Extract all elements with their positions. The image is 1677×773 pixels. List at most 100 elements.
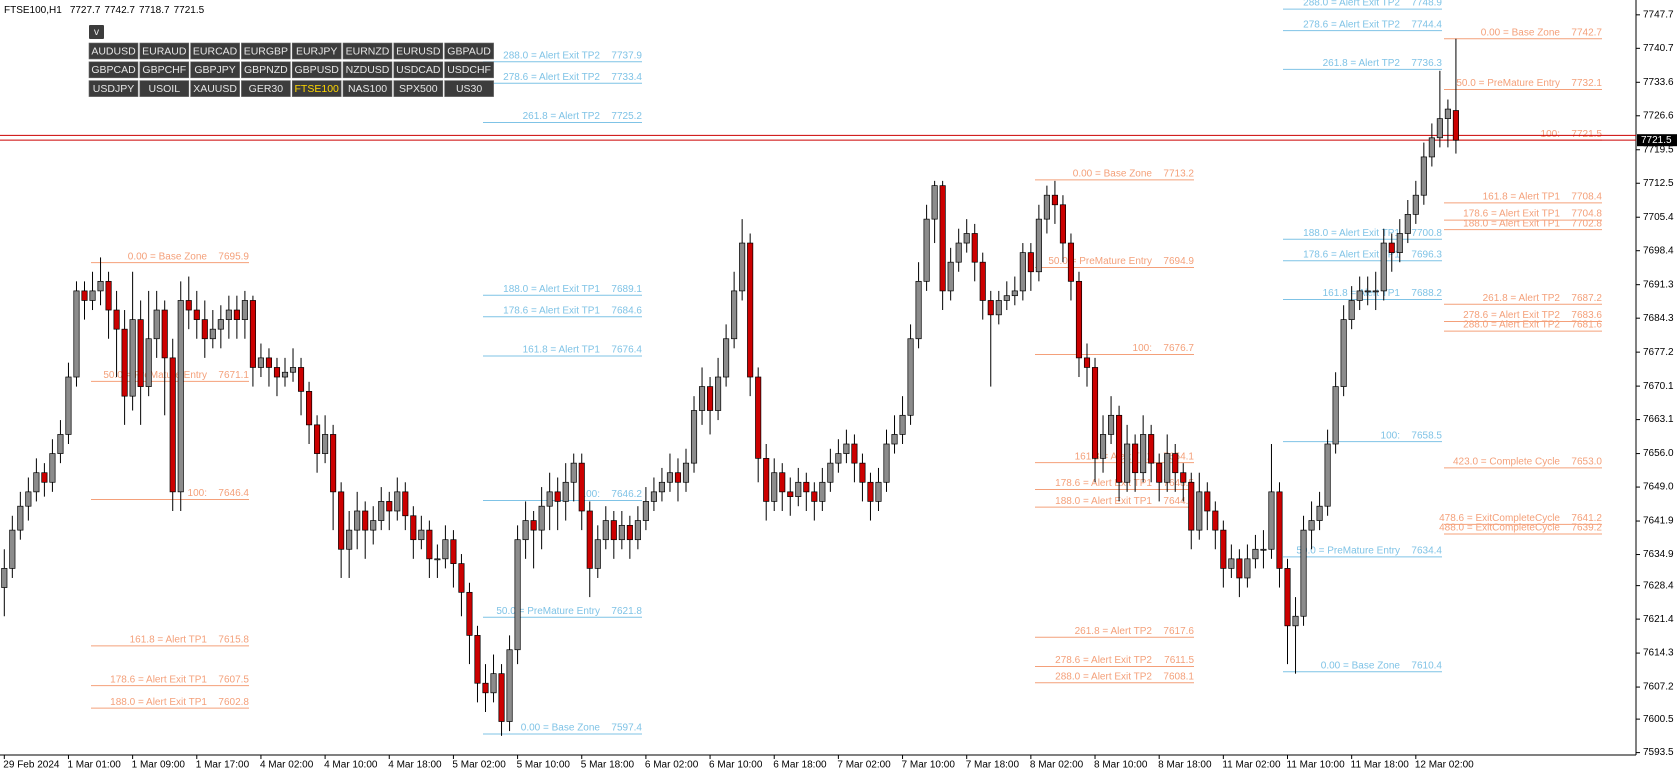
symbol-label[interactable]: EURJPY — [296, 45, 337, 57]
y-tick-label: 7726.6 — [1643, 110, 1674, 121]
symbol-button[interactable] — [139, 80, 190, 97]
symbol-label[interactable]: EURGBP — [244, 45, 288, 57]
candle-body — [410, 515, 417, 541]
candle-body — [434, 558, 441, 561]
symbol-button[interactable] — [291, 80, 342, 97]
symbol-button[interactable] — [241, 42, 291, 60]
symbol-button[interactable] — [241, 80, 291, 97]
symbol-label[interactable]: EURCAD — [193, 45, 238, 57]
level-label: 278.6 = Alert Exit TP2 — [1055, 655, 1152, 666]
candle-body — [1003, 295, 1010, 301]
symbol-button[interactable] — [88, 42, 139, 60]
symbol-label[interactable]: XAUUSD — [193, 83, 237, 95]
candle-body — [1404, 213, 1411, 234]
level-label: 188.0 = Alert Exit TP1 — [110, 697, 207, 708]
symbol-button[interactable] — [190, 80, 240, 97]
y-tick-label: 7641.9 — [1643, 516, 1674, 527]
symbol-button[interactable] — [291, 61, 342, 79]
candle-body — [378, 501, 385, 521]
candle-body — [851, 443, 858, 464]
symbol-button[interactable] — [190, 61, 240, 79]
level-label: 161.8 = Alert TP1 — [130, 635, 208, 646]
level-label: 261.8 = Alert TP2 — [1075, 626, 1153, 637]
candle-body — [763, 458, 770, 502]
symbol-label[interactable]: US30 — [456, 83, 482, 95]
candle-body — [811, 491, 818, 502]
y-tick-label: 7621.4 — [1643, 614, 1674, 625]
candle-body — [1364, 290, 1371, 293]
symbol-label[interactable]: USDCHF — [447, 64, 491, 76]
symbol-label[interactable]: GBPUSD — [295, 64, 340, 76]
candle-body — [442, 539, 449, 560]
candle-body — [602, 520, 609, 541]
candle-body — [201, 319, 208, 340]
candle-body — [89, 290, 96, 301]
level-value: 7708.4 — [1571, 192, 1602, 203]
candle-body — [145, 338, 152, 387]
symbol-button[interactable] — [342, 61, 393, 79]
symbol-label[interactable]: GBPCAD — [91, 64, 136, 76]
candle-body — [1332, 386, 1339, 445]
y-tick-label: 7698.4 — [1643, 245, 1674, 256]
x-tick-label: 7 Mar 02:00 — [837, 760, 891, 771]
symbol-label[interactable]: USDCAD — [396, 64, 441, 76]
price-tag-label: 7721.5 — [1641, 135, 1672, 146]
symbol-button[interactable] — [139, 42, 190, 60]
symbol-button[interactable] — [444, 80, 494, 97]
candle-body — [707, 386, 714, 411]
candle-body — [803, 481, 810, 493]
candle-body — [265, 357, 273, 368]
symbol-label[interactable]: GBPJPY — [194, 64, 235, 76]
symbol-button[interactable] — [393, 42, 444, 60]
candle-body — [779, 472, 786, 493]
symbol-button[interactable] — [139, 61, 190, 79]
symbol-button[interactable] — [444, 42, 494, 60]
y-tick-label: 7670.1 — [1643, 381, 1674, 392]
symbol-label[interactable]: SPX500 — [399, 83, 438, 95]
level-label: 0.00 = Base Zone — [1073, 169, 1153, 180]
symbol-button[interactable] — [342, 80, 393, 97]
candle-body — [1164, 453, 1171, 483]
symbol-button[interactable] — [393, 80, 444, 97]
symbol-button[interactable] — [291, 42, 342, 60]
symbol-label[interactable]: GBPCHF — [142, 64, 186, 76]
symbol-label[interactable]: USOIL — [149, 83, 181, 95]
symbol-button[interactable] — [444, 61, 494, 79]
candle-body — [546, 491, 553, 507]
symbol-label[interactable]: GER30 — [249, 83, 284, 95]
symbol-label[interactable]: EURNZD — [346, 45, 390, 57]
toggle-button[interactable] — [89, 25, 104, 39]
candle-body — [1108, 414, 1115, 435]
candle-body — [1132, 443, 1139, 474]
symbol-button[interactable] — [88, 80, 139, 97]
symbol-label[interactable]: NAS100 — [348, 83, 387, 95]
symbol-button[interactable] — [241, 61, 291, 79]
candle-body — [1156, 462, 1163, 483]
symbol-label[interactable]: GBPNZD — [244, 64, 288, 76]
x-tick-label: 6 Mar 10:00 — [709, 760, 763, 771]
symbol-label[interactable]: USDJPY — [93, 83, 134, 95]
x-tick-label: 4 Mar 02:00 — [260, 760, 314, 771]
candle-body — [586, 510, 593, 569]
symbol-label[interactable]: FTSE100 — [295, 83, 340, 95]
level-value: 7641.2 — [1571, 513, 1602, 524]
candle-body — [81, 290, 88, 301]
symbol-label[interactable]: GBPAUD — [447, 45, 491, 57]
candle-body — [1396, 233, 1403, 253]
candle-body — [963, 233, 970, 244]
symbol-label[interactable]: NZDUSD — [346, 64, 390, 76]
candle-body — [386, 501, 393, 512]
symbol-button[interactable] — [342, 42, 393, 60]
y-tick-label: 7691.3 — [1643, 279, 1674, 290]
symbol-button[interactable] — [88, 61, 139, 79]
symbol-label[interactable]: AUDUSD — [91, 45, 136, 57]
symbol-button[interactable] — [393, 61, 444, 79]
candle-body — [971, 233, 978, 263]
symbol-label[interactable]: EURUSD — [396, 45, 441, 57]
symbol-label[interactable]: EURAUD — [142, 45, 187, 57]
candle-body — [755, 376, 762, 459]
symbol-button[interactable] — [190, 42, 240, 60]
level-value: 7648.5 — [1163, 478, 1194, 489]
level-value: 7671.1 — [218, 370, 249, 381]
toggle-label[interactable]: v — [94, 26, 100, 38]
